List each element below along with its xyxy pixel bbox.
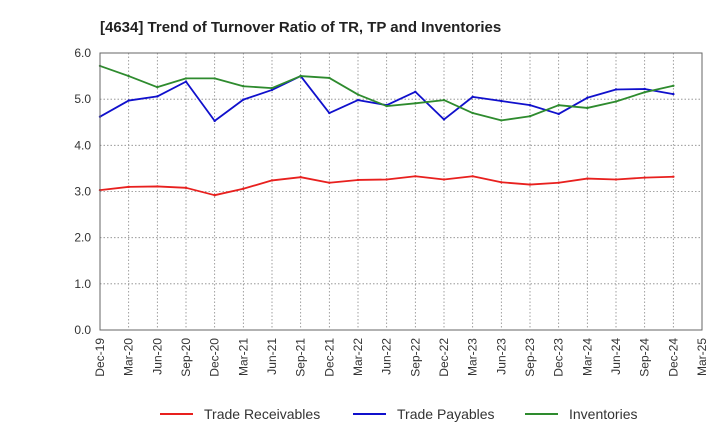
data-point bbox=[672, 92, 675, 96]
x-tick-label: Jun-22 bbox=[380, 338, 394, 375]
data-point bbox=[586, 177, 589, 180]
data-point bbox=[356, 93, 360, 96]
data-point bbox=[184, 80, 188, 83]
data-point bbox=[471, 95, 474, 99]
data-point bbox=[242, 85, 245, 88]
data-point bbox=[614, 100, 618, 103]
data-point bbox=[672, 175, 675, 178]
data-point bbox=[356, 98, 360, 102]
x-tick-label: Sep-21 bbox=[294, 338, 308, 377]
y-tick-label: 6.0 bbox=[74, 46, 91, 60]
data-point bbox=[500, 99, 503, 103]
data-point bbox=[299, 175, 302, 179]
data-point bbox=[586, 96, 589, 99]
legend-label: Trade Payables bbox=[397, 406, 495, 422]
x-tick-label: Jun-20 bbox=[150, 338, 164, 375]
legend-label: Inventories bbox=[569, 406, 637, 422]
data-point bbox=[270, 88, 274, 92]
x-tick-label: Sep-20 bbox=[179, 338, 193, 377]
data-point bbox=[385, 104, 388, 108]
data-point bbox=[672, 84, 675, 87]
data-point bbox=[414, 90, 417, 93]
data-point bbox=[557, 103, 560, 107]
data-point bbox=[500, 181, 503, 184]
legend-label: Trade Receivables bbox=[204, 406, 320, 422]
x-tick-label: Dec-22 bbox=[437, 338, 451, 377]
x-tick-label: Dec-19 bbox=[93, 338, 107, 377]
chart-title: [4634] Trend of Turnover Ratio of TR, TP… bbox=[100, 19, 501, 36]
data-point bbox=[614, 88, 618, 91]
data-point bbox=[614, 178, 618, 181]
y-tick-label: 4.0 bbox=[74, 138, 91, 152]
data-point bbox=[328, 111, 331, 115]
x-tick-label: Sep-23 bbox=[523, 338, 537, 377]
data-point bbox=[643, 176, 646, 179]
y-tick-label: 2.0 bbox=[74, 231, 91, 245]
y-tick-label: 3.0 bbox=[74, 185, 91, 199]
data-point bbox=[442, 118, 446, 121]
y-axis-ticks: 0.0 1.0 2.0 3.0 4.0 5.0 6.0 bbox=[74, 46, 91, 337]
legend: Trade Receivables Trade Payables Inventori… bbox=[160, 406, 637, 422]
data-point bbox=[184, 77, 188, 80]
data-point bbox=[528, 103, 532, 107]
x-tick-label: Mar-25 bbox=[695, 338, 709, 376]
data-point bbox=[471, 175, 474, 178]
data-point bbox=[213, 119, 216, 123]
data-point bbox=[156, 85, 159, 89]
x-tick-label: Mar-20 bbox=[122, 338, 136, 376]
data-point bbox=[471, 111, 474, 115]
data-point bbox=[557, 112, 560, 116]
data-point bbox=[127, 185, 130, 189]
data-point bbox=[184, 186, 188, 190]
data-point bbox=[299, 74, 302, 78]
x-tick-label: Dec-21 bbox=[322, 338, 336, 377]
x-tick-label: Sep-24 bbox=[638, 338, 652, 377]
data-point bbox=[242, 187, 245, 190]
data-point bbox=[414, 175, 417, 178]
data-point bbox=[500, 119, 503, 122]
series-layer bbox=[98, 64, 675, 197]
data-point bbox=[414, 102, 417, 105]
x-tick-label: Jun-24 bbox=[609, 338, 623, 375]
x-tick-label: Jun-21 bbox=[265, 338, 279, 375]
x-tick-label: Mar-23 bbox=[466, 338, 480, 376]
x-tick-label: Mar-21 bbox=[236, 338, 250, 376]
data-point bbox=[156, 95, 159, 98]
x-axis-ticks: Dec-19 Mar-20 Jun-20 Sep-20 Dec-20 Mar-21 Jun-… bbox=[93, 338, 709, 377]
x-tick-label: Dec-24 bbox=[666, 338, 680, 377]
data-point bbox=[528, 183, 532, 186]
x-tick-label: Dec-20 bbox=[208, 338, 222, 377]
x-tick-label: Dec-23 bbox=[552, 338, 566, 377]
data-point bbox=[328, 181, 331, 184]
grid-lines bbox=[100, 53, 702, 330]
data-point bbox=[270, 86, 274, 90]
data-point bbox=[586, 106, 589, 110]
data-point bbox=[328, 76, 331, 80]
data-point bbox=[270, 179, 274, 182]
data-point bbox=[213, 193, 216, 197]
data-point bbox=[242, 98, 245, 101]
x-tick-label: Mar-22 bbox=[351, 338, 365, 376]
data-point bbox=[213, 77, 216, 80]
y-tick-label: 1.0 bbox=[74, 277, 91, 291]
y-tick-label: 5.0 bbox=[74, 92, 91, 106]
data-point bbox=[557, 181, 560, 184]
data-point bbox=[385, 178, 388, 181]
data-point bbox=[643, 91, 646, 94]
y-tick-label: 0.0 bbox=[74, 323, 91, 337]
data-point bbox=[127, 99, 130, 102]
x-tick-label: Mar-24 bbox=[580, 338, 594, 376]
x-tick-label: Sep-22 bbox=[408, 338, 422, 377]
data-point bbox=[156, 185, 159, 188]
data-point bbox=[127, 74, 130, 78]
plot-frame bbox=[99, 52, 703, 331]
data-point bbox=[442, 178, 446, 181]
data-point bbox=[356, 178, 360, 182]
x-tick-label: Jun-23 bbox=[494, 338, 508, 375]
data-point bbox=[528, 115, 532, 118]
data-point bbox=[442, 98, 446, 102]
data-point bbox=[643, 87, 646, 91]
